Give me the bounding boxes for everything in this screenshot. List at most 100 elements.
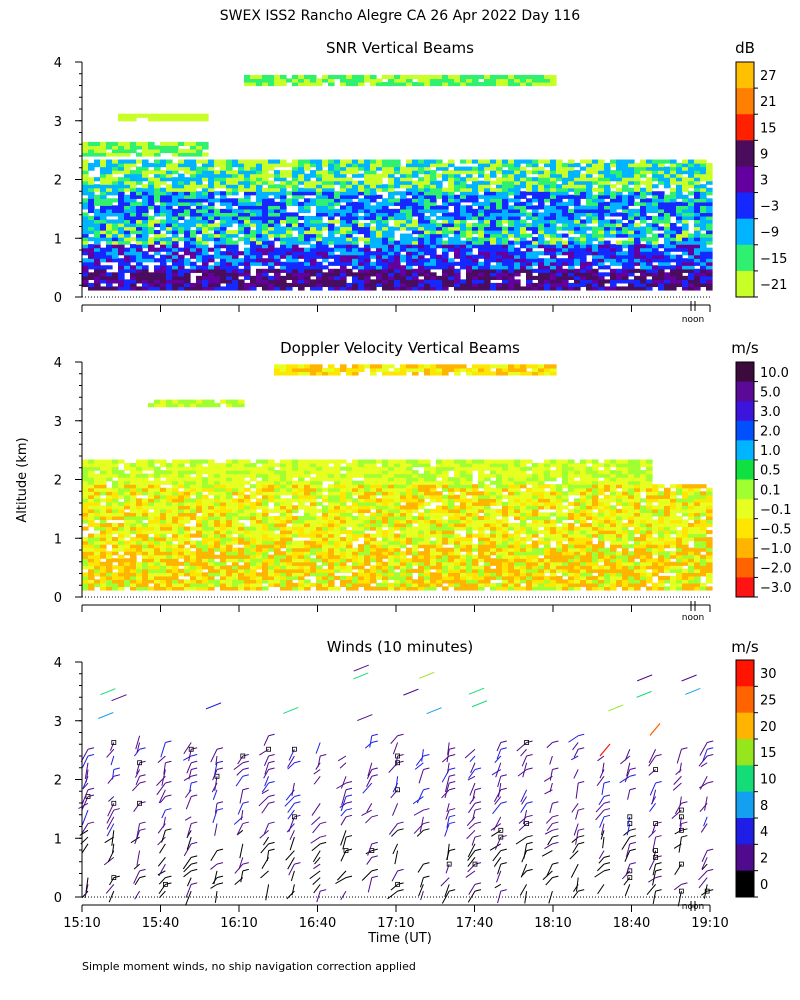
- heatmap-cell: [358, 265, 365, 270]
- heatmap-cell: [154, 166, 161, 171]
- heatmap-cell: [634, 212, 641, 217]
- heatmap-cell: [226, 212, 233, 217]
- heatmap-cell: [550, 272, 557, 277]
- heatmap-cell: [430, 163, 437, 168]
- heatmap-cell: [256, 198, 263, 203]
- heatmap-cell: [178, 268, 185, 273]
- heatmap-cell: [238, 530, 245, 535]
- heatmap-cell: [352, 251, 359, 256]
- heatmap-cell: [394, 74, 401, 80]
- heatmap-cell: [88, 247, 95, 252]
- heatmap-cell: [244, 501, 251, 506]
- heatmap-cell: [166, 519, 173, 524]
- heatmap-cell: [190, 113, 197, 118]
- heatmap-cell: [466, 251, 473, 256]
- heatmap-cell: [166, 275, 173, 280]
- heatmap-cell: [130, 522, 137, 528]
- heatmap-cell: [412, 180, 419, 185]
- heatmap-cell: [286, 275, 293, 280]
- heatmap-cell: [454, 279, 461, 284]
- heatmap-cell: [352, 78, 359, 83]
- heatmap-cell: [490, 219, 497, 224]
- heatmap-cell: [412, 74, 419, 80]
- heatmap-cell: [166, 544, 173, 549]
- heatmap-cell: [226, 286, 233, 291]
- heatmap-cell: [280, 282, 287, 288]
- heatmap-cell: [244, 533, 251, 538]
- heatmap-cell: [280, 487, 287, 492]
- heatmap-cell: [310, 230, 317, 235]
- heatmap-cell: [634, 279, 641, 284]
- heatmap-cell: [196, 498, 203, 503]
- heatmap-cell: [130, 463, 137, 468]
- heatmap-cell: [694, 286, 701, 291]
- heatmap-cell: [436, 187, 443, 192]
- heatmap-cell: [406, 78, 413, 83]
- heatmap-cell: [640, 279, 647, 284]
- heatmap-cell: [214, 582, 221, 588]
- heatmap-cell: [226, 544, 233, 549]
- heatmap-cell: [430, 81, 437, 87]
- heatmap-cell: [220, 480, 227, 485]
- heatmap-cell: [262, 187, 269, 192]
- heatmap-cell: [94, 251, 101, 256]
- heatmap-cell: [250, 512, 257, 517]
- heatmap-cell: [190, 484, 197, 489]
- heatmap-cell: [142, 286, 149, 291]
- heatmap-cell: [220, 558, 227, 563]
- heatmap-cell: [628, 265, 635, 270]
- heatmap-cell: [646, 215, 653, 221]
- heatmap-cell: [184, 480, 191, 485]
- heatmap-cell: [394, 272, 401, 277]
- heatmap-cell: [286, 371, 293, 376]
- heatmap-cell: [568, 265, 575, 270]
- heatmap-cell: [478, 222, 485, 228]
- heatmap-cell: [670, 254, 677, 259]
- heatmap-cell: [106, 586, 113, 591]
- heatmap-cell: [646, 265, 653, 270]
- heatmap-cell: [472, 279, 479, 284]
- heatmap-cell: [382, 173, 389, 178]
- heatmap-cell: [436, 180, 443, 185]
- heatmap-cell: [544, 258, 551, 263]
- heatmap-cell: [388, 240, 395, 245]
- heatmap-cell: [700, 254, 707, 259]
- heatmap-cell: [256, 572, 263, 577]
- heatmap-cell: [226, 512, 233, 517]
- heatmap-cell: [448, 78, 455, 83]
- heatmap-cell: [400, 74, 407, 80]
- heatmap-cell: [364, 244, 371, 249]
- heatmap-cell: [214, 272, 221, 277]
- heatmap-cell: [112, 279, 119, 284]
- heatmap-cell: [154, 173, 161, 178]
- heatmap-cell: [166, 505, 173, 510]
- heatmap-cell: [568, 272, 575, 277]
- heatmap-cell: [142, 166, 149, 171]
- heatmap-cell: [106, 180, 113, 185]
- heatmap-cell: [568, 170, 575, 175]
- heatmap-cell: [118, 201, 125, 206]
- heatmap-cell: [178, 477, 185, 482]
- heatmap-cell: [328, 180, 335, 185]
- heatmap-cell: [190, 459, 197, 464]
- heatmap-cell: [274, 205, 281, 210]
- heatmap-cell: [340, 261, 347, 266]
- heatmap-cell: [220, 494, 227, 499]
- heatmap-cell: [304, 198, 311, 203]
- heatmap-cell: [448, 194, 455, 199]
- heatmap-cell: [460, 198, 467, 203]
- heatmap-cell: [112, 463, 119, 468]
- heatmap-cell: [538, 261, 545, 266]
- heatmap-cell: [238, 166, 245, 171]
- heatmap-cell: [550, 237, 557, 242]
- heatmap-cell: [664, 159, 671, 164]
- heatmap-cell: [136, 515, 143, 521]
- heatmap-cell: [580, 212, 587, 217]
- heatmap-cell: [526, 279, 533, 284]
- heatmap-cell: [388, 212, 395, 217]
- heatmap-cell: [208, 487, 215, 492]
- heatmap-cell: [448, 237, 455, 242]
- heatmap-cell: [184, 244, 191, 249]
- heatmap-cell: [706, 240, 713, 245]
- heatmap-cell: [412, 208, 419, 213]
